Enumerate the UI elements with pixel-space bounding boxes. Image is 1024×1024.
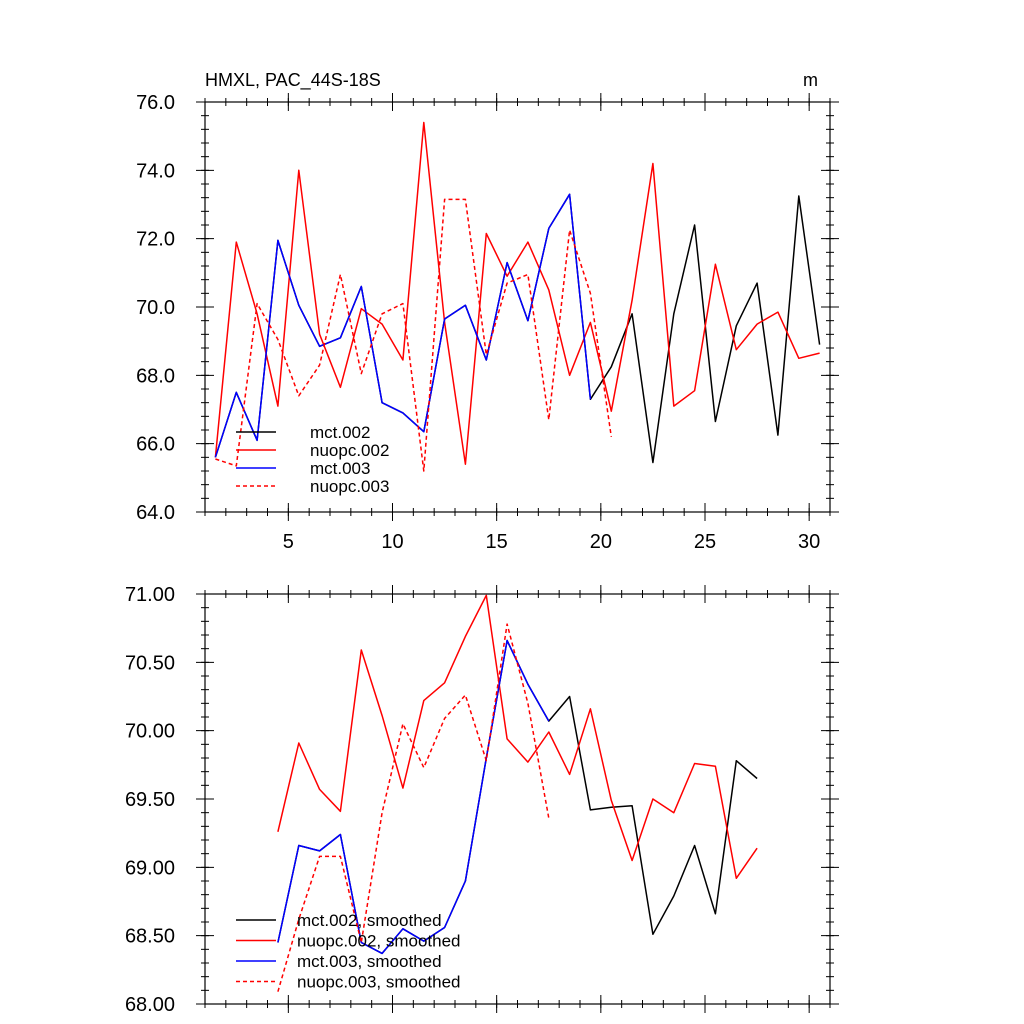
bottom-panel-frame — [204, 593, 831, 1005]
top-panel-series — [214, 121, 821, 472]
legend-label: mct.002, smoothed — [297, 911, 442, 930]
bottom-panel-y-tick-labels: 68.00 68.50 69.00 69.50 70.00 70.50 71.00 — [125, 584, 175, 1016]
y-tick-label: 70.50 — [125, 652, 175, 674]
y-tick-label: 72.0 — [136, 229, 175, 251]
chart-title: HMXL, PAC_44S-18S — [205, 70, 381, 91]
series-line-nuopc-002-smoothed — [277, 594, 758, 880]
top-panel-x-tick-labels: 5 10 15 20 25 30 — [283, 531, 821, 553]
y-tick-label: 68.0 — [136, 365, 175, 387]
y-tick-label: 74.0 — [136, 160, 175, 182]
y-tick-label: 66.0 — [136, 434, 175, 456]
x-tick-label: 25 — [694, 531, 716, 553]
legend-label: nuopc.002 — [310, 441, 389, 460]
x-tick-label: 20 — [590, 531, 612, 553]
y-tick-label: 70.00 — [125, 721, 175, 743]
bottom-panel-legend: mct.002, smoothed nuopc.002, smoothedmct.… — [236, 911, 461, 992]
y-tick-label: 76.0 — [136, 92, 175, 114]
series-line-mct-003-smoothed — [277, 639, 550, 955]
y-tick-label: 68.00 — [125, 994, 175, 1016]
top-panel-y-tick-labels: 64.0 66.0 68.0 70.0 72.0 74.0 76.0 — [136, 92, 175, 524]
legend-label: nuopc.003 — [310, 477, 389, 496]
series-line-nuopc-003-smoothed — [277, 623, 550, 992]
x-tick-label: 15 — [486, 531, 508, 553]
x-tick-label: 10 — [381, 531, 403, 553]
legend-label: mct.003 — [310, 459, 370, 478]
legend-label: nuopc.002, smoothed — [297, 932, 461, 951]
y-tick-label: 70.0 — [136, 297, 175, 319]
y-tick-label: 69.50 — [125, 789, 175, 811]
bottom-panel-series — [277, 594, 758, 992]
series-line-nuopc-002 — [214, 121, 820, 465]
bottom-panel: 68.00 68.50 69.00 69.50 70.00 70.50 71.00 mct.… — [125, 584, 839, 1016]
top-panel: HMXL, PAC_44S-18S m 5 10 15 20 25 30 64.0 66.0… — [136, 70, 839, 553]
legend-label: mct.002 — [310, 423, 370, 442]
y-tick-label: 68.50 — [125, 926, 175, 948]
top-panel-frame — [204, 101, 831, 513]
series-line-nuopc-003 — [215, 198, 613, 472]
y-tick-label: 71.00 — [125, 584, 175, 606]
x-tick-label: 30 — [798, 531, 820, 553]
y-tick-label: 69.00 — [125, 857, 175, 879]
units-label: m — [803, 70, 818, 90]
y-tick-label: 64.0 — [136, 502, 175, 524]
x-tick-label: 5 — [283, 531, 294, 553]
legend-label: mct.003, smoothed — [297, 952, 442, 971]
legend-label: nuopc.003, smoothed — [297, 973, 461, 992]
series-line-mct-003 — [214, 193, 592, 458]
